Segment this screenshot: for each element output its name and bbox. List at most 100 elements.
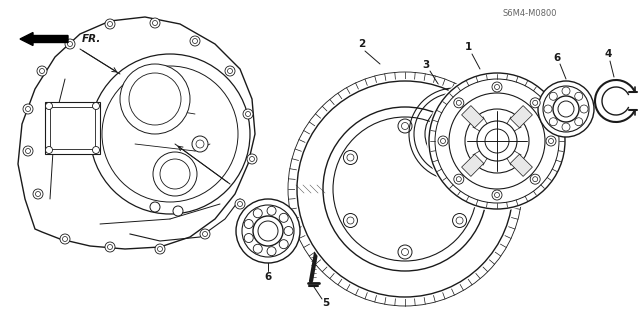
Circle shape	[196, 140, 204, 148]
Circle shape	[192, 136, 208, 152]
Circle shape	[492, 190, 502, 200]
Bar	[45, 102, 100, 154]
Circle shape	[93, 102, 99, 109]
Circle shape	[33, 189, 43, 199]
Circle shape	[155, 244, 165, 254]
Circle shape	[495, 85, 499, 90]
Circle shape	[538, 81, 594, 137]
Circle shape	[253, 244, 262, 253]
Circle shape	[246, 112, 250, 116]
Circle shape	[495, 192, 499, 197]
Circle shape	[253, 209, 262, 218]
Circle shape	[456, 177, 461, 182]
Circle shape	[237, 202, 243, 206]
Bar	[50, 107, 95, 149]
Text: FR.: FR.	[82, 34, 101, 44]
Circle shape	[37, 66, 47, 76]
Circle shape	[190, 36, 200, 46]
Circle shape	[244, 219, 253, 228]
Polygon shape	[510, 154, 532, 176]
FancyArrow shape	[20, 33, 68, 46]
Circle shape	[452, 151, 467, 165]
Circle shape	[40, 69, 45, 73]
Circle shape	[440, 138, 445, 144]
Circle shape	[492, 82, 502, 92]
Circle shape	[267, 247, 276, 256]
Circle shape	[150, 202, 160, 212]
Circle shape	[344, 213, 358, 227]
Circle shape	[108, 21, 113, 26]
Circle shape	[427, 71, 567, 211]
Text: S6M4-M0800: S6M4-M0800	[503, 10, 557, 19]
Text: 6: 6	[554, 53, 561, 63]
Circle shape	[580, 105, 588, 113]
Circle shape	[401, 122, 408, 130]
Circle shape	[562, 87, 570, 95]
Circle shape	[235, 199, 245, 209]
Text: 3: 3	[422, 60, 429, 70]
Circle shape	[105, 242, 115, 252]
Circle shape	[236, 199, 300, 263]
Circle shape	[227, 69, 232, 73]
Circle shape	[247, 154, 257, 164]
Circle shape	[45, 102, 52, 109]
Circle shape	[45, 146, 52, 153]
Circle shape	[193, 39, 198, 43]
Polygon shape	[461, 154, 484, 176]
Circle shape	[225, 66, 235, 76]
Circle shape	[60, 234, 70, 244]
Circle shape	[153, 152, 197, 196]
Circle shape	[120, 64, 190, 134]
Circle shape	[456, 154, 463, 161]
Circle shape	[438, 136, 448, 146]
Circle shape	[26, 149, 31, 153]
Circle shape	[243, 109, 253, 119]
Circle shape	[23, 104, 33, 114]
Circle shape	[267, 206, 276, 215]
Circle shape	[456, 217, 463, 224]
Circle shape	[26, 107, 31, 112]
Circle shape	[65, 39, 75, 49]
Polygon shape	[510, 106, 532, 128]
Circle shape	[401, 249, 408, 256]
Circle shape	[398, 245, 412, 259]
Circle shape	[549, 92, 557, 100]
Circle shape	[152, 20, 157, 26]
Circle shape	[67, 41, 72, 47]
Circle shape	[530, 174, 540, 184]
Circle shape	[452, 213, 467, 227]
Circle shape	[279, 213, 288, 222]
Circle shape	[35, 191, 40, 197]
Circle shape	[108, 244, 113, 249]
Circle shape	[200, 229, 210, 239]
Circle shape	[93, 146, 99, 153]
Circle shape	[530, 98, 540, 108]
Polygon shape	[18, 17, 255, 249]
Text: 5: 5	[323, 298, 330, 308]
Circle shape	[544, 105, 552, 113]
Circle shape	[344, 151, 358, 165]
Circle shape	[546, 136, 556, 146]
Circle shape	[90, 54, 250, 214]
Circle shape	[157, 247, 163, 251]
Circle shape	[454, 98, 464, 108]
Circle shape	[284, 226, 293, 235]
Circle shape	[150, 18, 160, 28]
Circle shape	[575, 92, 583, 100]
Text: 4: 4	[604, 49, 612, 59]
Circle shape	[63, 236, 67, 241]
Circle shape	[202, 232, 207, 236]
Circle shape	[105, 19, 115, 29]
Circle shape	[279, 240, 288, 249]
Circle shape	[575, 118, 583, 126]
Circle shape	[562, 123, 570, 131]
Polygon shape	[461, 106, 484, 128]
Text: 6: 6	[264, 272, 271, 282]
Circle shape	[549, 118, 557, 126]
Circle shape	[347, 217, 354, 224]
Circle shape	[347, 154, 354, 161]
Circle shape	[295, 79, 515, 299]
Text: 2: 2	[358, 39, 365, 49]
Circle shape	[456, 100, 461, 105]
Circle shape	[398, 119, 412, 133]
